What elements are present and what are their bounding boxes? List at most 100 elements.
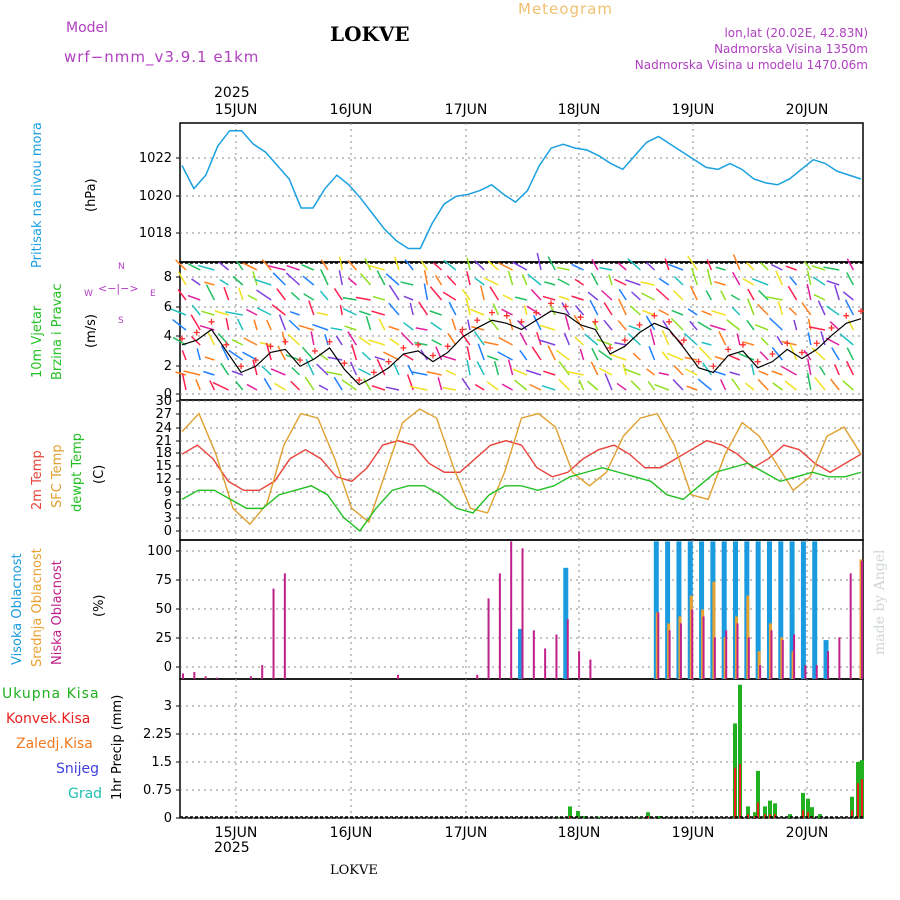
wind-arrow (415, 327, 428, 331)
wind-arrow (608, 274, 613, 286)
low-cloud-bar (261, 665, 264, 679)
wind-arrow (544, 281, 556, 286)
wind-arrow (713, 370, 726, 376)
y-tick-label: 100 (147, 544, 172, 559)
high-cloud-bar (653, 541, 659, 679)
wind-arrow (388, 302, 400, 316)
wind-arrow (701, 341, 712, 346)
total-precip-bar (810, 807, 814, 818)
wind-arrow (766, 296, 783, 301)
wind-arrow (839, 333, 854, 346)
wind-arrow (400, 332, 414, 346)
total-precip-bar (763, 806, 767, 818)
gust-marker (326, 338, 333, 345)
wind-arrow (265, 342, 272, 361)
wind-arrow (175, 259, 187, 271)
wind-arrow (746, 319, 755, 331)
wind-arrow (319, 290, 329, 301)
gust-marker (577, 314, 584, 321)
wind-arrow (574, 305, 585, 316)
compass-south: S (118, 316, 124, 326)
wind-arrow (731, 306, 741, 316)
wind-arrow (624, 368, 641, 376)
wind-arrow (631, 291, 641, 301)
wind-arrow (702, 362, 713, 376)
wind-arrow (519, 349, 528, 361)
x-tick-label-top: 19JUN (672, 102, 715, 118)
wind-arrow (498, 337, 513, 346)
wind-arrow (466, 257, 471, 271)
wind-arrow (648, 346, 656, 361)
total-precip-bar (738, 684, 742, 818)
wind-arrow (771, 370, 783, 376)
y-tick-label: 27 (155, 407, 172, 422)
wind-arrow (483, 277, 499, 286)
wind-arrow (834, 284, 840, 301)
wind-arrow (658, 372, 669, 376)
x-tick-label-top: 18JUN (558, 102, 601, 118)
wind-arrow (525, 369, 542, 376)
wind-arrow (661, 351, 670, 361)
wind-arrow (465, 298, 471, 316)
wind-arrow (706, 268, 713, 286)
wind-arrow (542, 295, 556, 301)
wind-arrow (590, 361, 599, 376)
wind-arrow (558, 295, 570, 301)
wind-arrow (731, 378, 741, 391)
gust-marker (488, 309, 495, 316)
wind-arrow (558, 361, 570, 376)
wind-arrow (349, 361, 358, 376)
wind-arrow (808, 326, 826, 331)
gust-marker (223, 341, 230, 348)
wind-arrow (697, 378, 712, 391)
y-tick-label: 24 (155, 421, 172, 436)
gust-marker (666, 318, 673, 325)
gust-marker (798, 349, 805, 356)
low-cloud-bar (555, 634, 558, 679)
wind-arrow (817, 300, 826, 316)
gust-marker (179, 335, 185, 342)
wind-arrow (433, 262, 443, 271)
wind-arrow (209, 380, 216, 391)
compass-west: W (84, 289, 93, 299)
wind-arrow (604, 373, 613, 391)
wind-arrow (664, 258, 670, 271)
low-cloud-bar (204, 676, 207, 679)
wind-arrow (512, 368, 528, 376)
wind-arrow (225, 317, 230, 331)
wind-arrow (324, 334, 329, 346)
high-cloud-bar (733, 541, 739, 679)
y-tick-label: 1020 (139, 189, 172, 204)
wind-arrow (486, 355, 499, 361)
mid-cloud-bar (712, 581, 716, 679)
y-tick-label: 0.75 (143, 783, 172, 798)
gust-marker (193, 329, 200, 336)
wind-arrow (701, 310, 712, 316)
wind-arrow (834, 364, 840, 376)
wind-arrow (204, 281, 215, 286)
wind-arrow (303, 293, 315, 301)
wind-arrow (288, 319, 301, 331)
low-cloud-bar (476, 674, 479, 679)
wind-arrow (467, 319, 471, 331)
gust-marker (415, 341, 422, 348)
conv-precip-bar (747, 814, 749, 818)
wind-arrow (301, 346, 315, 361)
gust-marker (725, 346, 732, 353)
wind-arrow (388, 284, 400, 301)
x-tick-label-top: 15JUN (215, 102, 258, 118)
wind-arrow (205, 284, 216, 301)
gust-marker (238, 363, 245, 370)
gust-marker (858, 308, 864, 315)
gust-marker (429, 352, 436, 359)
wind-arrow (290, 291, 301, 301)
wind-arrow (831, 347, 840, 361)
wind-arrow (277, 345, 287, 361)
conv-precip-bar (857, 783, 859, 818)
wind-arrow (409, 302, 414, 316)
wind-arrow (442, 291, 457, 301)
wind-arrow (172, 318, 187, 331)
wind-arrow (777, 301, 784, 316)
wind-arrow (842, 291, 854, 301)
